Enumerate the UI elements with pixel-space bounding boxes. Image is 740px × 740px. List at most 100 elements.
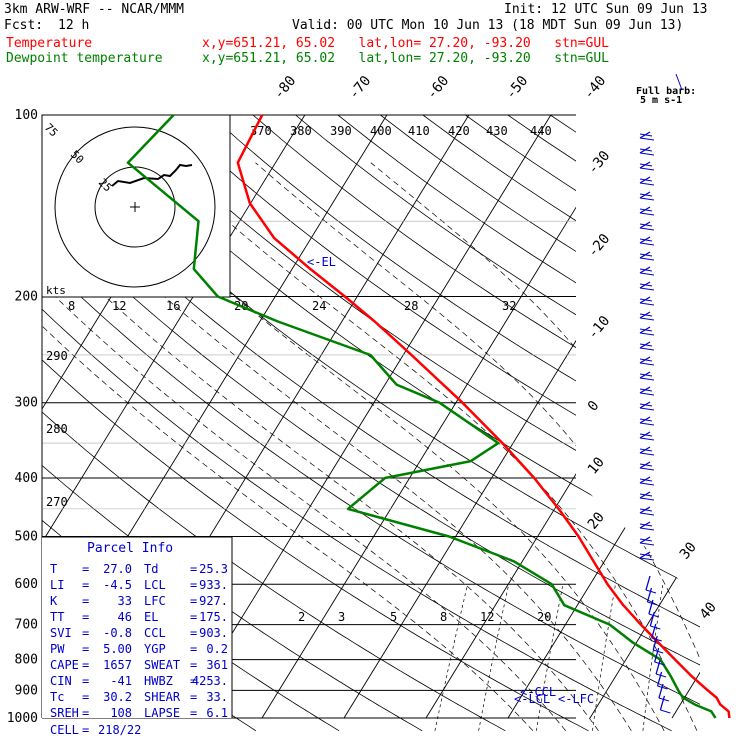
isotherm-label: -80	[271, 73, 300, 103]
dry-adiabat	[42, 115, 589, 732]
wind-barb-flag	[639, 253, 653, 257]
theta-label: 390	[330, 124, 352, 138]
wind-barb-flag	[639, 137, 655, 141]
mixing-ratio-label: 3	[338, 610, 345, 624]
hodograph-speed-label: 16	[166, 299, 180, 313]
wind-barb	[646, 587, 653, 603]
isotherm-line	[507, 115, 700, 719]
dry-adiabat	[42, 115, 700, 732]
parcel-key: SVI	[50, 626, 72, 640]
valid-time: Valid: 00 UTC Mon 10 Jun 13 (18 MDT Sun …	[292, 18, 684, 33]
ccl-marker: <-CCL	[520, 685, 556, 699]
isotherm-line	[179, 115, 552, 719]
parcel-key: CCL	[144, 626, 166, 640]
parcel-key: EL	[144, 610, 158, 624]
parcel-key: LAPSE	[144, 706, 180, 720]
parcel-eq: =	[190, 658, 197, 672]
wind-barb-flag	[639, 433, 653, 437]
dry-adiabat	[42, 115, 700, 732]
isotherm-line	[425, 115, 700, 719]
lfc-marker: <-LFC	[558, 692, 594, 706]
wind-barb-flag	[639, 208, 653, 212]
parcel-key: CIN	[50, 674, 72, 688]
mixing-ratio-label: 8	[440, 610, 447, 624]
parcel-key: HWBZ	[144, 674, 173, 688]
parcel-info-title: Parcel Info	[87, 541, 173, 556]
wind-barb-flag	[639, 328, 653, 332]
parcel-value: 25.3	[199, 562, 228, 576]
hodograph-box	[41, 114, 231, 298]
wind-barb-flag	[639, 407, 655, 411]
parcel-value: 46	[118, 610, 132, 624]
wind-barb-flag	[639, 298, 653, 302]
parcel-value: 27.0	[103, 562, 132, 576]
parcel-key: PW	[50, 642, 65, 656]
isotherm-label: -70	[346, 73, 375, 103]
isotherm-label: 20	[585, 509, 608, 532]
parcel-eq: =	[82, 723, 89, 737]
mixing-ratio-line	[592, 584, 616, 731]
dry-adiabat	[125, 115, 700, 732]
wind-barb-flag	[639, 347, 655, 351]
dry-adiabat	[82, 115, 700, 732]
dewpoint-curve	[126, 114, 717, 719]
hodograph-speed-label: 32	[502, 299, 516, 313]
wind-barb-flag	[660, 709, 671, 714]
isotherm-label: -20	[585, 231, 614, 261]
wind-barb	[656, 671, 663, 687]
parcel-value: 175.	[199, 610, 228, 624]
parcel-key: SREH	[50, 706, 79, 720]
parcel-value: 6.1	[206, 706, 228, 720]
wind-barb-flag	[639, 512, 655, 516]
dry-adiabat	[677, 115, 700, 732]
parcel-eq: =	[190, 594, 197, 608]
moist-adiabat	[42, 162, 632, 731]
wind-barb-flag	[639, 152, 655, 156]
dry-adiabat	[210, 115, 700, 732]
moist-adiabat	[42, 162, 534, 732]
moist-adiabat	[162, 162, 698, 731]
dry-adiabat	[295, 115, 700, 732]
parcel-value: 4253.	[192, 674, 228, 688]
parcel-eq: =	[82, 610, 89, 624]
wind-barb-flag	[639, 437, 655, 441]
parcel-eq: =	[82, 690, 89, 704]
barb-legend: Full barb:	[636, 86, 696, 97]
parcel-key: T	[50, 562, 57, 576]
theta-side-label: 290	[46, 349, 68, 363]
temperature-curve	[236, 114, 731, 719]
isotherm-line	[42, 115, 306, 719]
wind-barb-flag	[639, 523, 653, 527]
wind-barb-flag	[639, 343, 653, 347]
hodograph-ring	[54, 126, 216, 288]
theta-label: 440	[530, 124, 552, 138]
parcel-key: Td	[144, 562, 158, 576]
wind-barb-flag	[639, 557, 655, 561]
dewpoint-location: x,y=651.21, 65.02 lat,lon= 27.20, -93.20…	[202, 51, 609, 66]
wind-barb-flag	[639, 373, 653, 377]
parcel-value: 927.	[199, 594, 228, 608]
mixing-ratio-line	[478, 584, 510, 731]
wind-barb-flag	[639, 497, 655, 501]
parcel-value: 1657	[103, 658, 132, 672]
isotherm-label: -50	[503, 73, 532, 103]
parcel-eq: =	[82, 594, 89, 608]
wind-barb-flag	[639, 317, 655, 321]
wind-barb-flag	[639, 358, 653, 362]
parcel-eq: =	[82, 578, 89, 592]
wind-barb-flag	[639, 553, 653, 557]
parcel-eq: =	[190, 674, 197, 688]
wind-barb-flag	[639, 508, 653, 512]
hodograph-unit: kts	[46, 284, 66, 297]
isotherm-label: -30	[585, 148, 614, 178]
wind-barb-flag	[639, 422, 655, 426]
wind-barb	[649, 611, 655, 627]
isotherm-line	[589, 115, 700, 719]
wind-barb-flag	[639, 362, 655, 366]
dry-adiabat	[42, 115, 506, 732]
parcel-value: 933.	[199, 578, 228, 592]
dry-adiabat	[720, 115, 740, 731]
parcel-value: 33.	[206, 690, 228, 704]
dry-adiabat	[252, 115, 700, 732]
